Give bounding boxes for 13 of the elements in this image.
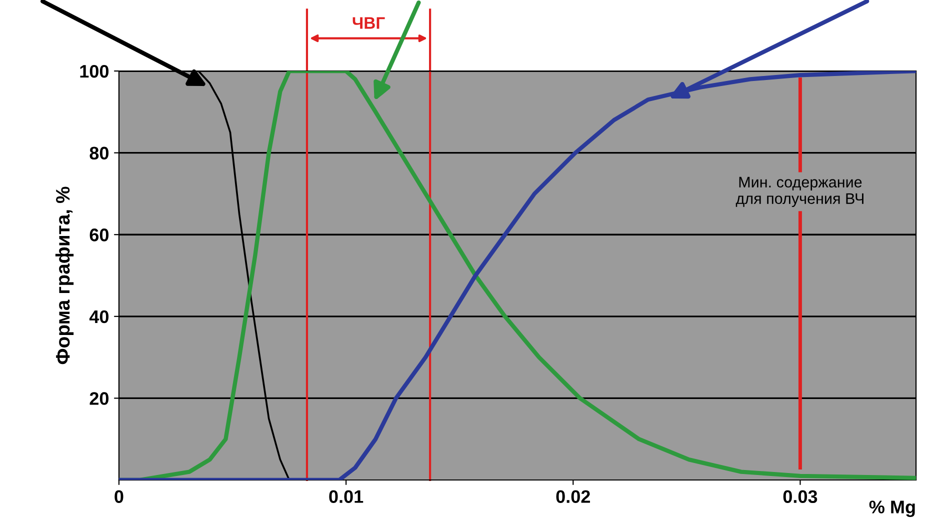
y-tick-label: 100: [80, 64, 108, 78]
x-tick-label: 0: [114, 490, 124, 503]
y-axis-title: Форма графита, %: [55, 186, 74, 364]
y-tick-label: 40: [89, 310, 108, 324]
y-tick-label: 60: [90, 228, 108, 242]
x-tick-label: 0.02: [556, 490, 590, 503]
x-tick-label: 0.01: [329, 490, 364, 503]
x-tick-label: 0.03: [783, 490, 818, 504]
x-axis-title: % Mg: [869, 500, 915, 518]
text: ЧВГ: [352, 17, 385, 29]
y-tick-label: 80: [90, 146, 108, 160]
y-tick-label: 20: [90, 392, 108, 405]
ref-line-label: Мин. содержание для получения ВЧ: [736, 176, 864, 208]
